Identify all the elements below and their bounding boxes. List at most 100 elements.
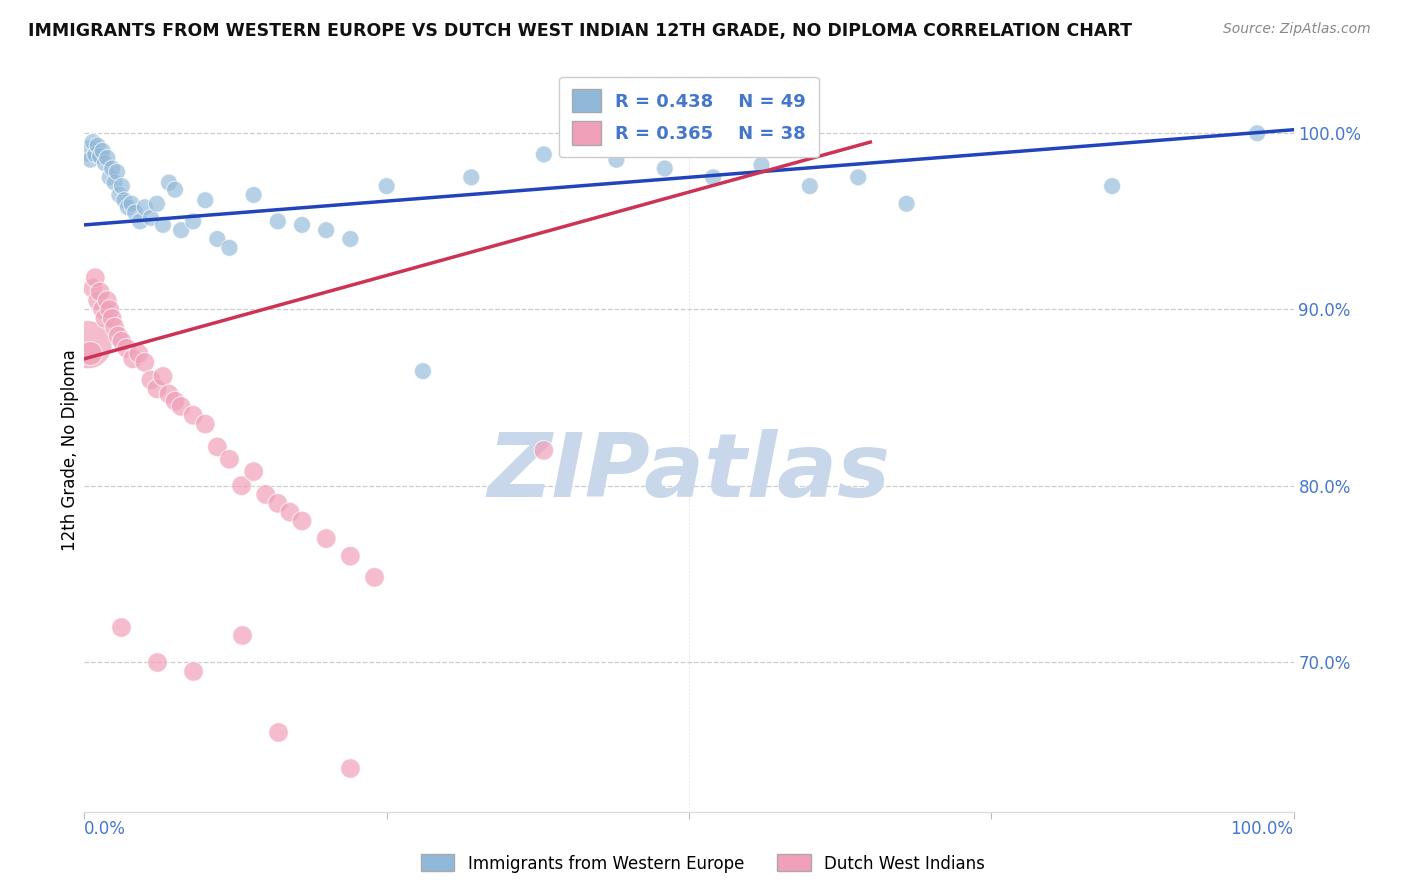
- Point: [254, 487, 277, 501]
- Point: [218, 452, 240, 467]
- Point: [605, 153, 627, 167]
- Point: [108, 188, 131, 202]
- Point: [104, 176, 127, 190]
- Text: IMMIGRANTS FROM WESTERN EUROPE VS DUTCH WEST INDIAN 12TH GRADE, NO DIPLOMA CORRE: IMMIGRANTS FROM WESTERN EUROPE VS DUTCH …: [28, 22, 1132, 40]
- Point: [77, 337, 100, 351]
- Point: [218, 241, 240, 255]
- Legend: R = 0.438    N = 49, R = 0.365    N = 38: R = 0.438 N = 49, R = 0.365 N = 38: [560, 77, 818, 157]
- Point: [94, 311, 117, 326]
- Point: [315, 223, 337, 237]
- Point: [181, 664, 204, 678]
- Point: [101, 311, 124, 326]
- Point: [77, 144, 100, 158]
- Legend: Immigrants from Western Europe, Dutch West Indians: Immigrants from Western Europe, Dutch We…: [415, 847, 991, 880]
- Point: [84, 147, 107, 161]
- Point: [146, 196, 169, 211]
- Point: [242, 188, 264, 202]
- Point: [412, 364, 434, 378]
- Point: [79, 153, 101, 167]
- Point: [181, 214, 204, 228]
- Point: [751, 158, 773, 172]
- Text: ZIPatlas: ZIPatlas: [488, 429, 890, 516]
- Point: [170, 400, 193, 414]
- Point: [339, 232, 361, 246]
- Point: [315, 532, 337, 546]
- Point: [89, 149, 111, 163]
- Point: [79, 346, 101, 360]
- Point: [194, 193, 217, 207]
- Point: [105, 165, 128, 179]
- Point: [115, 341, 138, 355]
- Point: [101, 161, 124, 176]
- Point: [96, 151, 118, 165]
- Point: [91, 144, 114, 158]
- Point: [1101, 179, 1123, 194]
- Point: [98, 302, 121, 317]
- Point: [375, 179, 398, 194]
- Point: [146, 382, 169, 396]
- Point: [1246, 126, 1268, 140]
- Point: [152, 218, 174, 232]
- Point: [267, 725, 290, 739]
- Point: [460, 170, 482, 185]
- Point: [267, 496, 290, 510]
- Point: [134, 200, 156, 214]
- Point: [267, 214, 290, 228]
- Point: [121, 351, 143, 366]
- Point: [96, 293, 118, 308]
- Point: [702, 170, 724, 185]
- Point: [128, 346, 150, 360]
- Point: [291, 514, 314, 528]
- Point: [121, 196, 143, 211]
- Point: [157, 387, 180, 401]
- Point: [84, 270, 107, 285]
- Point: [82, 135, 104, 149]
- Point: [129, 214, 152, 228]
- Text: 100.0%: 100.0%: [1230, 821, 1294, 838]
- Point: [165, 394, 187, 409]
- Point: [117, 200, 139, 214]
- Point: [846, 170, 869, 185]
- Point: [146, 655, 169, 669]
- Point: [124, 205, 146, 219]
- Point: [98, 170, 121, 185]
- Point: [207, 232, 229, 246]
- Point: [339, 549, 361, 564]
- Point: [654, 161, 676, 176]
- Point: [278, 505, 301, 519]
- Point: [339, 761, 361, 775]
- Point: [86, 138, 108, 153]
- Point: [139, 211, 162, 225]
- Point: [111, 179, 134, 194]
- Point: [533, 147, 555, 161]
- Point: [94, 156, 117, 170]
- Point: [896, 196, 918, 211]
- Point: [291, 218, 314, 232]
- Point: [242, 465, 264, 479]
- Point: [533, 443, 555, 458]
- Point: [181, 408, 204, 422]
- Point: [799, 179, 821, 194]
- Y-axis label: 12th Grade, No Diploma: 12th Grade, No Diploma: [60, 350, 79, 551]
- Point: [165, 183, 187, 197]
- Point: [134, 355, 156, 369]
- Text: Source: ZipAtlas.com: Source: ZipAtlas.com: [1223, 22, 1371, 37]
- Point: [112, 193, 135, 207]
- Point: [107, 329, 129, 343]
- Point: [110, 620, 132, 634]
- Point: [231, 479, 253, 493]
- Point: [170, 223, 193, 237]
- Point: [86, 293, 108, 308]
- Point: [207, 440, 229, 454]
- Point: [139, 373, 162, 387]
- Point: [363, 570, 385, 584]
- Point: [194, 417, 217, 431]
- Point: [157, 176, 180, 190]
- Point: [231, 628, 253, 642]
- Point: [152, 369, 174, 384]
- Point: [104, 320, 127, 334]
- Point: [91, 302, 114, 317]
- Text: 0.0%: 0.0%: [84, 821, 127, 838]
- Point: [82, 281, 104, 295]
- Point: [111, 334, 134, 349]
